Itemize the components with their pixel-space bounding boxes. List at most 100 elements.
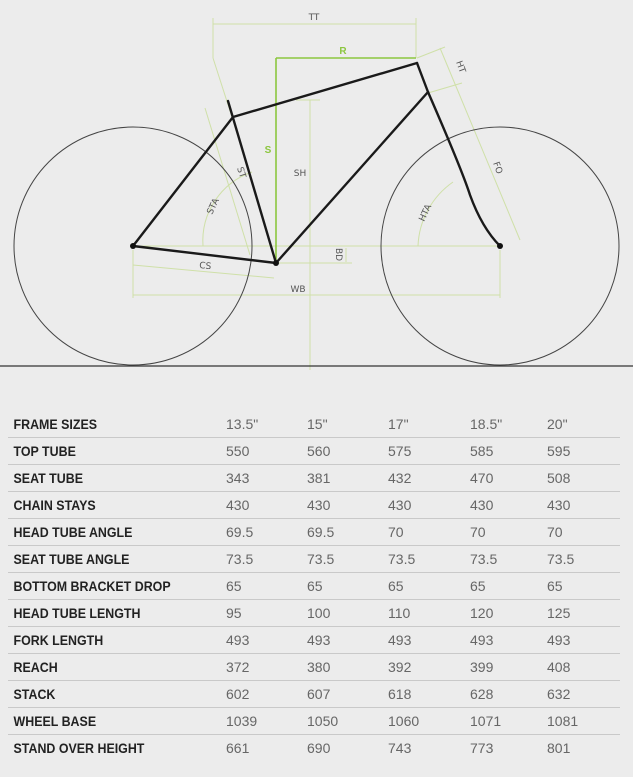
cell-value: 70 (470, 518, 547, 546)
cell-value: 125 (547, 599, 620, 627)
cell-value: 632 (547, 680, 620, 708)
table-row: CHAIN STAYS 430 430 430 430 430 (8, 491, 620, 519)
cell-value: 73.5 (547, 545, 620, 573)
head-tube (415, 61, 430, 94)
cell-value: 560 (307, 437, 388, 465)
hta-label: HTA (418, 202, 435, 223)
table-row: REACH 372 380 392 399 408 (8, 653, 620, 681)
cell-value: 1050 (307, 707, 388, 735)
cell-value: 690 (307, 740, 331, 756)
bottom-bracket (273, 260, 279, 266)
table-row: STACK 602 607 618 628 632 (8, 680, 620, 708)
seat-tube (226, 99, 278, 265)
fork (426, 90, 502, 248)
row-label: SEAT TUBE (8, 464, 209, 492)
s-label: S (265, 145, 272, 156)
cell-value: 380 (307, 653, 388, 681)
cell-value: 430 (547, 491, 620, 519)
cell-value: 1071 (470, 707, 547, 735)
cell-value: 430 (388, 491, 470, 519)
cell-value: 1081 (547, 707, 620, 735)
table-row: FORK LENGTH 493 493 493 493 493 (8, 626, 620, 654)
cell-value: 430 (226, 491, 307, 519)
table-row: TOP TUBE 550 560 575 585 595 (8, 437, 620, 465)
row-label: WHEEL BASE (8, 707, 209, 735)
size-header: 18.5" (470, 411, 547, 438)
row-label: FORK LENGTH (8, 626, 209, 654)
ht-extension-bottom (427, 82, 463, 94)
cell-value: 595 (547, 437, 620, 465)
cell-value: 618 (388, 680, 470, 708)
row-label: BOTTOM BRACKET DROP (8, 572, 209, 600)
cs-dimension-line (132, 264, 275, 279)
cell-value: 628 (470, 680, 547, 708)
hta-arc (417, 181, 454, 247)
cell-value: 493 (226, 626, 307, 654)
cell-value: 408 (547, 653, 620, 681)
cell-value: 470 (470, 464, 547, 492)
cell-value: 743 (388, 740, 412, 756)
cell-value: 392 (388, 653, 470, 681)
row-label: FRAME SIZES (8, 411, 209, 438)
ht-label: HT (453, 60, 467, 75)
cell-value: 430 (470, 491, 547, 519)
cell-value: 607 (307, 680, 388, 708)
row-label: SEAT TUBE ANGLE (8, 545, 209, 573)
st-dimension-line (204, 107, 251, 256)
bike-frame (131, 61, 502, 265)
row-label: STAND OVER HEIGHT (13, 740, 145, 756)
cell-value: 372 (226, 653, 307, 681)
row-label: HEAD TUBE ANGLE (8, 518, 209, 546)
table-row: BOTTOM BRACKET DROP 65 65 65 65 65 (8, 572, 620, 600)
fo-dimension-line (439, 47, 521, 241)
cell-value: 65 (470, 572, 547, 600)
table-header-row: FRAME SIZES 13.5" 15" 17" 18.5" 20" (8, 411, 620, 438)
rear-axle (130, 243, 136, 249)
sta-label: STA (206, 196, 222, 216)
wb-label: WB (290, 285, 305, 295)
table-row: HEAD TUBE ANGLE 69.5 69.5 70 70 70 (8, 518, 620, 546)
sh-label: SH (294, 169, 306, 179)
down-tube (274, 90, 430, 265)
st-label: ST (234, 166, 247, 180)
cell-value: 585 (470, 437, 547, 465)
cs-label: CS (199, 261, 212, 272)
seat-stay (131, 115, 235, 248)
cell-value: 1060 (388, 707, 470, 735)
cell-value: 73.5 (470, 545, 547, 573)
cell-value: 493 (307, 626, 388, 654)
cell-value: 430 (307, 491, 388, 519)
cell-value: 550 (226, 437, 307, 465)
front-wheel (380, 126, 620, 366)
cell-value: 69.5 (226, 518, 307, 546)
top-tube (231, 61, 419, 119)
cell-value: 773 (470, 740, 494, 756)
sta-arc (202, 171, 253, 247)
row-label: HEAD TUBE LENGTH (8, 599, 209, 627)
cell-value: 1039 (226, 707, 307, 735)
cell-value: 73.5 (226, 545, 307, 573)
table-row: SEAT TUBE ANGLE 73.5 73.5 73.5 73.5 73.5 (8, 545, 620, 573)
bd-label: BD (333, 248, 343, 261)
fo-label: FO (490, 161, 504, 176)
chain-stay (131, 244, 278, 265)
cell-value: 399 (470, 653, 547, 681)
tt-label: TT (308, 13, 320, 23)
table-row: STAND OVER HEIGHT 661 690 743 773 801 (8, 735, 620, 762)
size-header: 17" (388, 411, 470, 438)
cell-value: 73.5 (388, 545, 470, 573)
cell-value: 100 (307, 599, 388, 627)
front-axle (497, 243, 503, 249)
cell-value: 602 (226, 680, 307, 708)
cell-value: 575 (388, 437, 470, 465)
cell-value: 661 (226, 740, 250, 756)
cell-value: 110 (388, 599, 470, 627)
cell-value: 65 (226, 572, 307, 600)
cell-value: 120 (470, 599, 547, 627)
cell-value: 95 (226, 599, 307, 627)
cell-value: 508 (547, 464, 620, 492)
cell-value: 70 (547, 518, 620, 546)
table-row: SEAT TUBE 343 381 432 470 508 (8, 464, 620, 492)
size-header: 13.5" (226, 411, 307, 438)
